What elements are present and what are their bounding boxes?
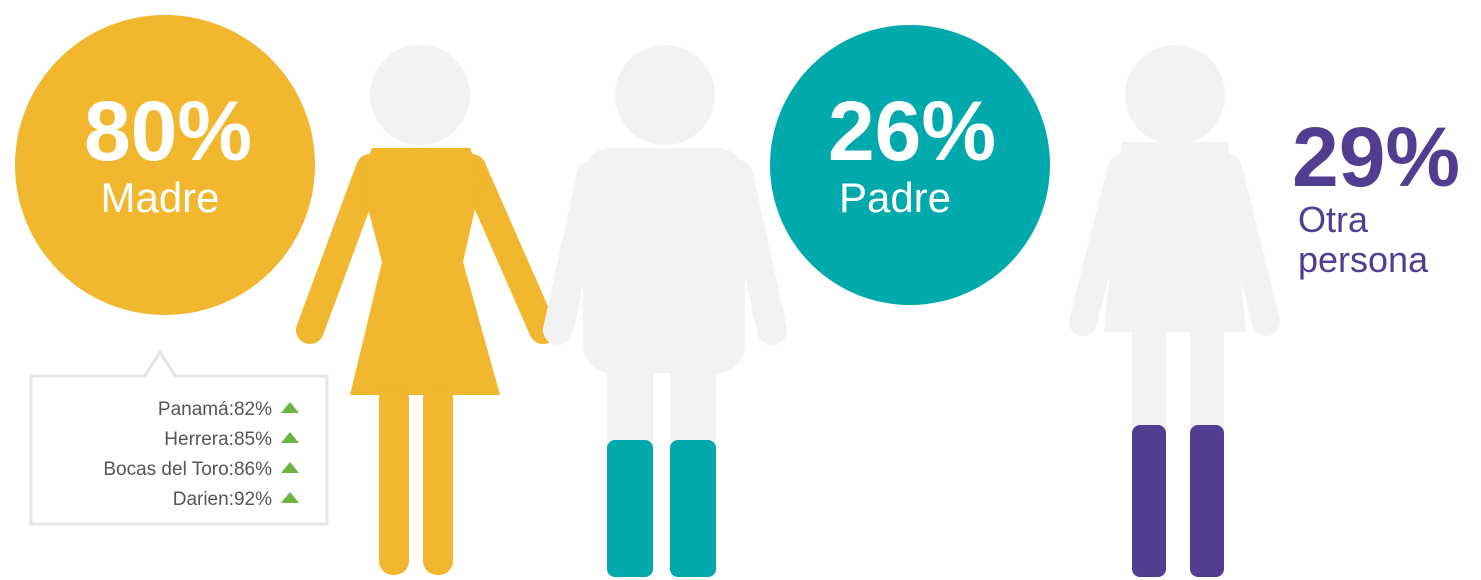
up-arrow <box>281 462 299 473</box>
region-text: Panamá:82% <box>158 399 272 420</box>
region-tooltip <box>29 349 329 526</box>
region-text: Darien:92% <box>173 489 272 510</box>
man-figure <box>543 45 787 577</box>
mother-label: Madre <box>100 174 219 221</box>
mother-percent: 80% <box>84 84 252 178</box>
other-label-line: persona <box>1298 239 1429 280</box>
region-list: Panamá:82% Herrera:85% Bocas del Toro:86% D… <box>103 399 299 510</box>
up-arrow <box>281 492 299 503</box>
father-percent: 26% <box>828 84 996 178</box>
mother-circle <box>15 15 315 315</box>
up-arrow <box>281 432 299 443</box>
woman-figure <box>296 45 557 575</box>
region-text: Bocas del Toro:86% <box>103 459 272 480</box>
region-text: Herrera:85% <box>164 429 272 450</box>
other-percent: 29% <box>1292 110 1460 204</box>
father-circle <box>770 25 1050 305</box>
other-label-line: Otra <box>1298 199 1369 240</box>
other-figure <box>1069 45 1280 577</box>
father-label: Padre <box>839 174 951 221</box>
up-arrow <box>281 402 299 413</box>
